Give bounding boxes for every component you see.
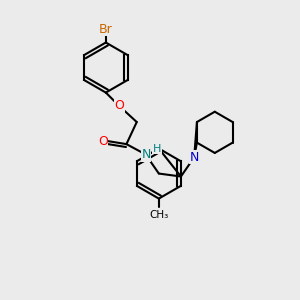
Text: N: N xyxy=(142,148,151,161)
Text: O: O xyxy=(98,135,108,148)
Text: N: N xyxy=(190,151,200,164)
Text: Br: Br xyxy=(99,23,113,36)
Text: H: H xyxy=(153,143,161,154)
Text: CH₃: CH₃ xyxy=(149,210,169,220)
Text: O: O xyxy=(114,99,124,112)
